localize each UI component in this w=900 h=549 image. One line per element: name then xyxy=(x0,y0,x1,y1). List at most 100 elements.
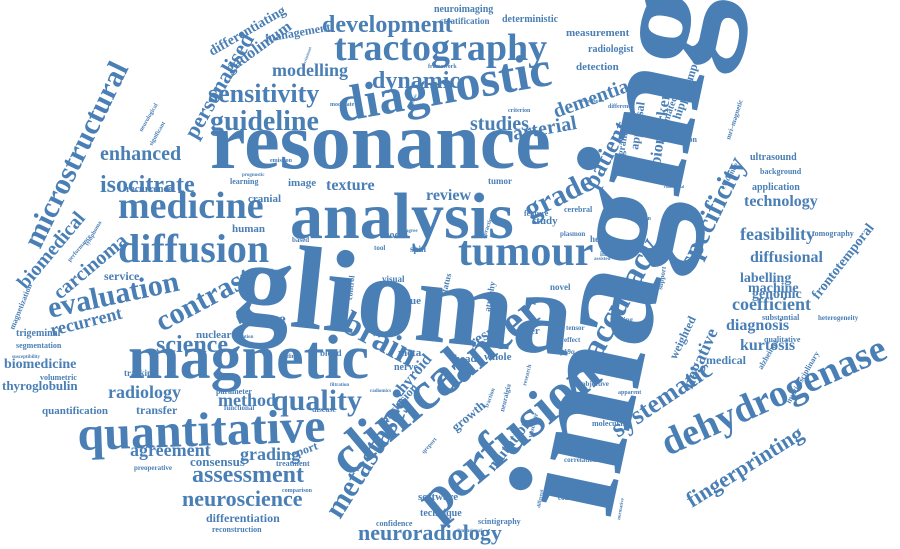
word-system: system xyxy=(614,280,634,288)
word-initiative: initiative xyxy=(600,250,626,258)
word-assessment: assessment xyxy=(192,462,304,488)
word-nerve: nerve xyxy=(394,362,418,373)
word-diffusion: diffusion xyxy=(118,226,269,271)
word-improvement: improvement xyxy=(614,326,637,331)
word-tractography: tractography xyxy=(334,27,547,69)
word-differentiation: differentiation xyxy=(206,511,280,525)
word-tumour: tumour xyxy=(458,229,593,275)
word-volumetric: volumetric xyxy=(40,373,77,382)
word-heterogeneity: heterogeneity xyxy=(818,314,859,322)
word-reconstruction: reconstruction xyxy=(212,525,262,534)
word-magnetization: magnetization xyxy=(8,282,35,331)
word-feature: feature xyxy=(524,209,549,218)
word-deterministic: deterministic xyxy=(502,14,559,25)
word-preoperative: preoperative xyxy=(134,464,172,472)
word-feasibility: feasibility xyxy=(740,224,815,244)
word-technique: technique xyxy=(420,508,462,519)
word-scintigraphy: scintigraphy xyxy=(478,517,521,526)
word-volume: volume xyxy=(236,311,286,328)
word-tracking: tracking xyxy=(124,368,157,378)
word-diffusional: diffusional xyxy=(750,249,823,266)
word-background: background xyxy=(760,167,802,176)
word-magnetic: magnetic xyxy=(128,324,369,392)
word-p19q: p19q xyxy=(560,348,575,356)
word-codeletion: codeletion xyxy=(558,494,588,502)
word-sensitivity: sensitivity xyxy=(208,79,319,108)
word-consensus: consensus xyxy=(190,454,245,469)
word-service: service xyxy=(104,269,140,283)
word-inclusion: inclusion xyxy=(628,216,652,222)
word-medicine: medicine xyxy=(118,185,264,227)
word-control: control xyxy=(345,274,357,300)
word-science: science xyxy=(156,332,228,358)
word-substantial: substantial xyxy=(762,313,800,322)
word-framework: framework xyxy=(428,64,457,70)
word-review: review xyxy=(426,187,471,204)
word-functional: functional xyxy=(224,404,254,412)
word-guideline: guideline xyxy=(210,106,319,137)
word-effect: effect xyxy=(564,336,581,344)
word-susceptibility: susceptibility xyxy=(12,355,41,360)
word-sclerosis: sclerosis xyxy=(408,93,418,108)
word-health: health xyxy=(590,234,614,244)
word-experience: experience xyxy=(662,176,680,181)
word-kurtosis: kurtosis xyxy=(740,337,795,354)
word-normative: normative xyxy=(617,497,626,520)
word-thyroglobulin: thyroglobulin xyxy=(2,378,78,393)
word-emission: emission xyxy=(270,158,293,164)
word-resonance: resonance xyxy=(210,98,551,186)
word-image: image xyxy=(288,177,316,189)
word-reading: reading xyxy=(610,316,633,324)
word-medical: medical xyxy=(706,353,747,367)
word-tensor: tensor xyxy=(566,324,585,332)
word-agreement: agreement xyxy=(130,440,211,460)
word-recurrence: recurrence xyxy=(126,184,173,195)
word-enhanced: enhanced xyxy=(100,143,181,165)
word-human: human xyxy=(232,223,265,235)
word-coefficient: coefficient xyxy=(732,294,811,314)
word-dynamic: dynamic xyxy=(372,68,460,94)
word-filtration: filtration xyxy=(330,383,349,388)
word-plasmon: plasmon xyxy=(560,230,585,238)
word-texture: texture xyxy=(326,177,375,194)
word-study: study xyxy=(532,215,558,227)
word-cranial: cranial xyxy=(248,193,281,205)
word-whole: whole xyxy=(484,351,512,363)
word-moderate: moderate xyxy=(330,102,355,108)
word-validation: validation xyxy=(232,335,254,340)
word-learning: learning xyxy=(230,177,258,186)
word-ultrasound: ultrasound xyxy=(750,152,797,163)
word-based: based xyxy=(292,236,309,244)
word-qualitative: qualitative xyxy=(764,335,801,344)
word-modelling: modelling xyxy=(272,60,348,80)
word-visual: visual xyxy=(382,274,405,284)
word-genomic: genomic xyxy=(752,287,802,302)
word-parameter: parameter xyxy=(216,387,252,396)
word-prediction: prediction xyxy=(662,135,698,144)
word-radiology: radiology xyxy=(108,382,181,402)
word-grading: grading xyxy=(240,444,300,464)
word-meta: meta xyxy=(398,347,422,359)
word-posterior: posterior xyxy=(258,269,278,274)
word-quantification: quantification xyxy=(42,405,108,417)
word-treatment: treatment xyxy=(276,459,310,468)
word-tomography: tomography xyxy=(812,229,854,238)
word-rater: rater xyxy=(516,325,540,337)
word-qreport: qreport xyxy=(421,437,439,456)
word-confidence: confidence xyxy=(376,519,413,528)
word-correlation: correlation xyxy=(564,456,597,464)
word-neuroimaging: neuroimaging xyxy=(434,4,493,15)
word-trigeminal: trigeminal xyxy=(16,328,61,339)
word-method: method xyxy=(218,390,276,410)
word-apparent: apparent xyxy=(618,390,641,396)
word-value: value xyxy=(396,295,421,307)
word-neuroradiology: neuroradiology xyxy=(358,520,502,545)
word-disease: disease xyxy=(312,405,336,414)
word-studies: studies xyxy=(470,113,529,135)
word-stratification: stratification xyxy=(440,16,490,26)
word-nodal: nodal xyxy=(384,230,408,241)
word-radiomics: radiomics xyxy=(370,389,391,394)
word-segmentation: segmentation xyxy=(16,341,62,350)
word-assisted: assisted xyxy=(594,257,611,262)
